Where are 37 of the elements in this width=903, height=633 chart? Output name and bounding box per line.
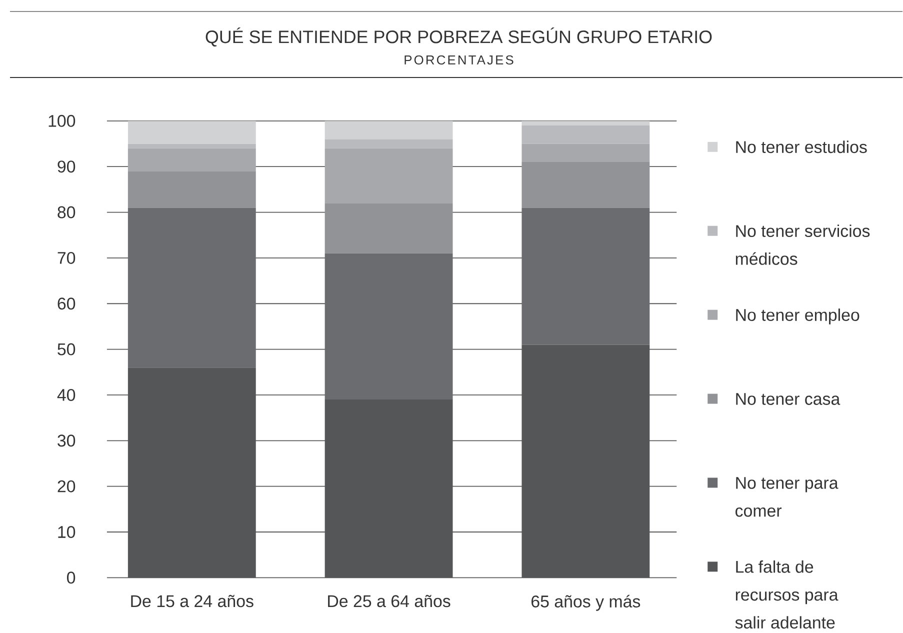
legend-label: No tener servicios médicos <box>736 224 870 266</box>
legend-label: No tener estudios <box>736 140 867 154</box>
bar <box>324 254 453 400</box>
y-tick-label: 10 <box>58 526 76 538</box>
bar <box>522 162 650 208</box>
bar <box>522 208 650 345</box>
x-tick-label: De 15 a 24 años <box>131 595 254 608</box>
legend-label: La falta de recursos para salir adelante <box>735 560 838 629</box>
y-tick-label: 70 <box>58 252 76 264</box>
bar <box>128 208 256 368</box>
y-tick-label: 50 <box>58 343 76 356</box>
bar <box>128 121 256 144</box>
legend-label: No tener casa <box>736 393 840 406</box>
y-tick-label: 60 <box>58 298 76 310</box>
legend-label: No tener para comer <box>736 477 838 517</box>
y-tick-label: 90 <box>58 160 76 173</box>
bar <box>128 144 256 148</box>
bar <box>128 148 256 172</box>
y-tick-label: 80 <box>58 206 76 218</box>
x-tick-label: 65 años y más <box>532 595 640 612</box>
x-tick-label: De 25 a 64 años <box>328 595 450 608</box>
y-tick-label: 100 <box>48 115 76 128</box>
bar <box>324 148 453 204</box>
y-tick-label: 0 <box>67 572 76 584</box>
y-tick-label: 40 <box>57 389 76 402</box>
bar <box>324 139 453 148</box>
bar <box>522 121 650 126</box>
bar <box>324 121 453 140</box>
bar <box>522 144 650 162</box>
bar <box>522 126 650 144</box>
legend-label: No tener empleo <box>736 308 860 324</box>
y-tick-label: 30 <box>58 434 76 447</box>
chart-title: QUÉ SE ENTIENDE POR POBREZA SEGÚN GRUPO ETARIO <box>206 28 712 47</box>
bar <box>128 171 256 208</box>
chart-subtitle: PORCENTAJES <box>404 56 514 65</box>
y-tick-label: 20 <box>58 480 76 492</box>
bar <box>324 203 453 254</box>
